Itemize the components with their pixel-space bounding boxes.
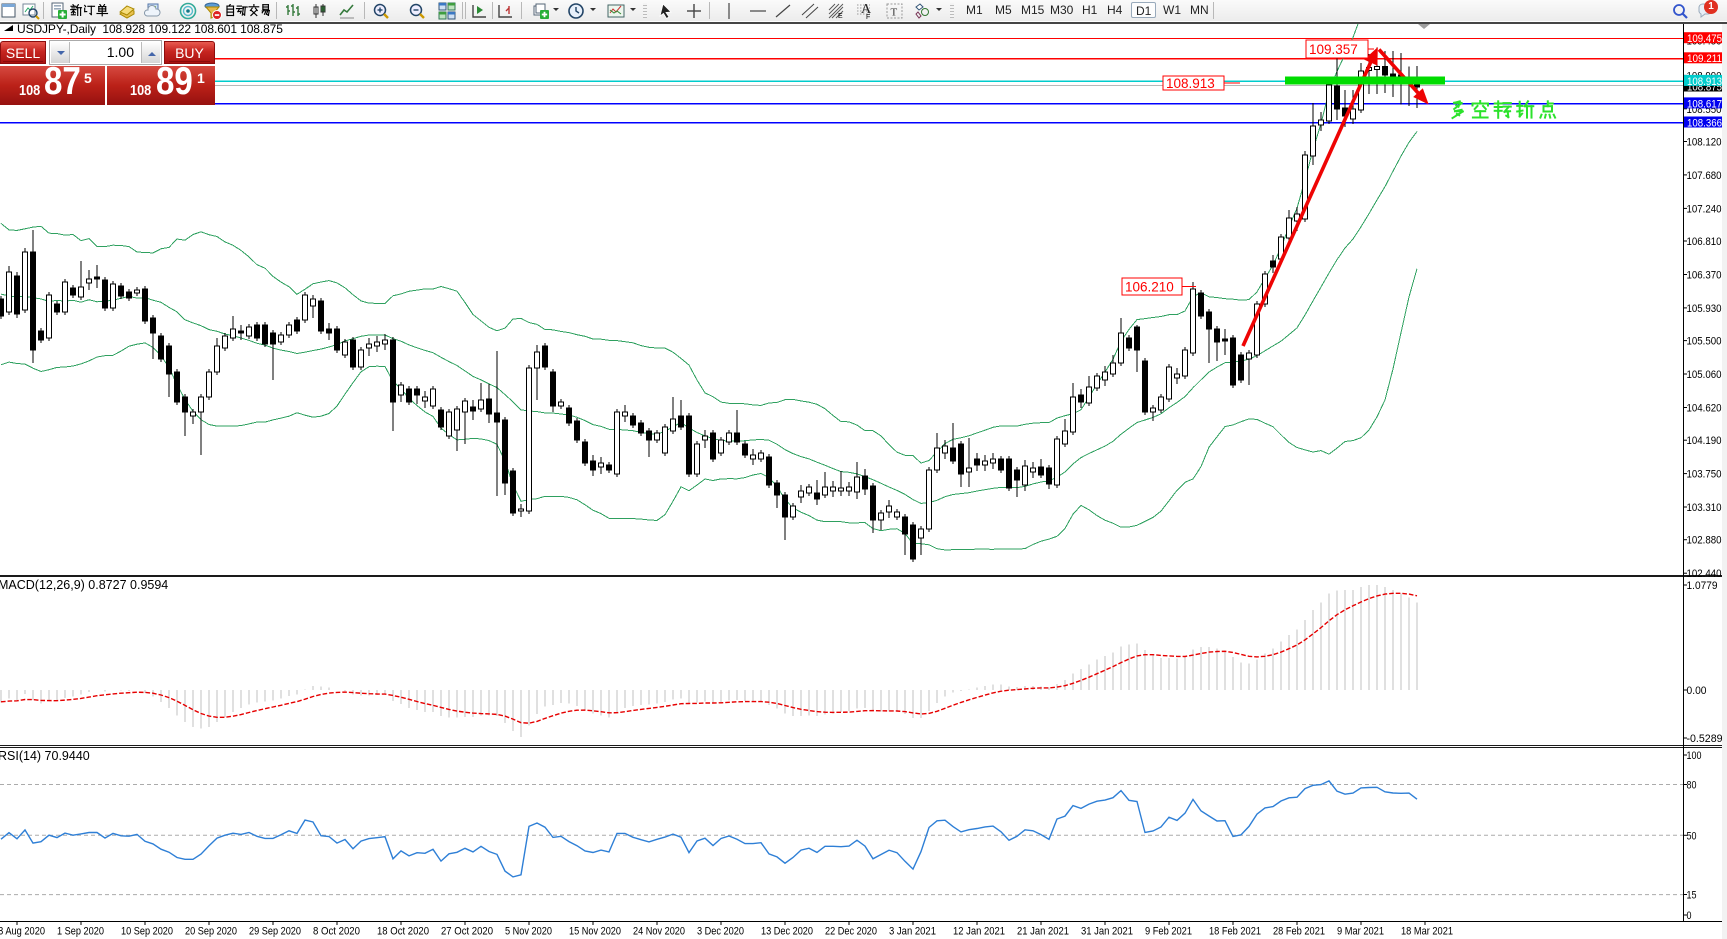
svg-text:109.357: 109.357 bbox=[1309, 42, 1358, 57]
svg-text:106.810: 106.810 bbox=[1687, 236, 1722, 248]
svg-text:-0.5289: -0.5289 bbox=[1687, 733, 1723, 745]
svg-text:20 Sep 2020: 20 Sep 2020 bbox=[185, 926, 237, 938]
svg-text:5 Nov 2020: 5 Nov 2020 bbox=[505, 926, 552, 938]
svg-text:MACD(12,26,9) 0.8727 0.9594: MACD(12,26,9) 0.8727 0.9594 bbox=[0, 578, 168, 592]
svg-text:50: 50 bbox=[1687, 830, 1697, 842]
svg-text:103.310: 103.310 bbox=[1687, 502, 1722, 514]
svg-text:105.500: 105.500 bbox=[1687, 336, 1722, 348]
svg-text:1 Sep 2020: 1 Sep 2020 bbox=[57, 926, 104, 938]
svg-text:100: 100 bbox=[1687, 750, 1702, 762]
svg-text:13 Dec 2020: 13 Dec 2020 bbox=[761, 926, 813, 938]
svg-text:108.617: 108.617 bbox=[1687, 98, 1722, 110]
svg-text:102.440: 102.440 bbox=[1687, 568, 1722, 580]
svg-text:24 Nov 2020: 24 Nov 2020 bbox=[633, 926, 685, 938]
svg-text:8 Oct 2020: 8 Oct 2020 bbox=[313, 926, 360, 938]
svg-text:102.880: 102.880 bbox=[1687, 535, 1722, 547]
svg-text:0: 0 bbox=[1687, 910, 1692, 922]
svg-text:29 Sep 2020: 29 Sep 2020 bbox=[249, 926, 301, 938]
svg-text:107.240: 107.240 bbox=[1687, 203, 1722, 215]
svg-text:RSI(14) 70.9440: RSI(14) 70.9440 bbox=[0, 749, 90, 763]
svg-text:27 Oct 2020: 27 Oct 2020 bbox=[441, 926, 493, 938]
svg-text:108.913: 108.913 bbox=[1687, 76, 1722, 88]
svg-text:T: T bbox=[891, 7, 898, 19]
svg-text:23 Aug 2020: 23 Aug 2020 bbox=[0, 926, 45, 938]
svg-text:18 Mar 2021: 18 Mar 2021 bbox=[1401, 926, 1453, 938]
svg-text:28 Feb 2021: 28 Feb 2021 bbox=[1273, 926, 1325, 938]
svg-text:80: 80 bbox=[1687, 780, 1697, 792]
svg-text:1.0779: 1.0779 bbox=[1687, 580, 1718, 592]
svg-text:109.475: 109.475 bbox=[1687, 33, 1722, 45]
svg-text:3 Jan 2021: 3 Jan 2021 bbox=[889, 926, 936, 938]
svg-text:USDJPY-,Daily 108.928 109.122: USDJPY-,Daily 108.928 109.122 108.601 10… bbox=[17, 22, 283, 36]
svg-text:108.913: 108.913 bbox=[1166, 76, 1215, 91]
svg-text:12 Jan 2021: 12 Jan 2021 bbox=[953, 926, 1005, 938]
svg-text:105.930: 105.930 bbox=[1687, 303, 1722, 315]
svg-text:10 Sep 2020: 10 Sep 2020 bbox=[121, 926, 173, 938]
svg-text:0.00: 0.00 bbox=[1687, 685, 1707, 697]
svg-text:106.370: 106.370 bbox=[1687, 270, 1722, 282]
svg-text:18 Oct 2020: 18 Oct 2020 bbox=[377, 926, 429, 938]
svg-text:3 Dec 2020: 3 Dec 2020 bbox=[697, 926, 744, 938]
svg-text:18 Feb 2021: 18 Feb 2021 bbox=[1209, 926, 1261, 938]
svg-text:103.750: 103.750 bbox=[1687, 469, 1722, 481]
svg-text:15 Nov 2020: 15 Nov 2020 bbox=[569, 926, 621, 938]
svg-text:105.060: 105.060 bbox=[1687, 369, 1722, 381]
svg-text:104.620: 104.620 bbox=[1687, 403, 1722, 415]
svg-text:106.210: 106.210 bbox=[1125, 279, 1174, 294]
svg-text:E: E bbox=[838, 13, 843, 20]
svg-text:31 Jan 2021: 31 Jan 2021 bbox=[1081, 926, 1133, 938]
svg-text:108.120: 108.120 bbox=[1687, 137, 1722, 149]
svg-text:9 Mar 2021: 9 Mar 2021 bbox=[1337, 926, 1384, 938]
svg-text:9 Feb 2021: 9 Feb 2021 bbox=[1145, 926, 1192, 938]
svg-text:F: F bbox=[866, 14, 870, 20]
svg-text:109.211: 109.211 bbox=[1687, 53, 1722, 65]
svg-text:107.680: 107.680 bbox=[1687, 170, 1722, 182]
svg-text:15: 15 bbox=[1687, 890, 1697, 902]
svg-text:22 Dec 2020: 22 Dec 2020 bbox=[825, 926, 877, 938]
svg-text:108.366: 108.366 bbox=[1687, 117, 1722, 129]
svg-text:21 Jan 2021: 21 Jan 2021 bbox=[1017, 926, 1069, 938]
svg-text:104.190: 104.190 bbox=[1687, 435, 1722, 447]
